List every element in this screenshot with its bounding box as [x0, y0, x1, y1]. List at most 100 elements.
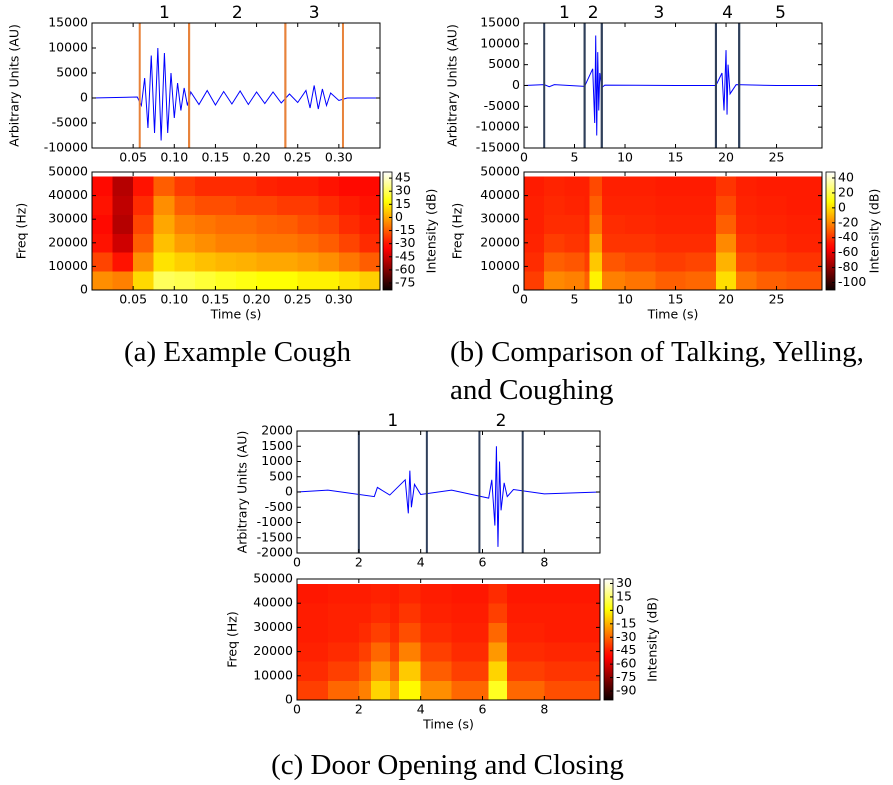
colorbar-tick-label: 15: [395, 196, 411, 211]
heatmap-cell: [544, 641, 600, 662]
heatmap-cell: [358, 583, 372, 604]
y-tick-label: 50000: [480, 164, 520, 179]
y-tick-label: -500: [265, 499, 293, 514]
heatmap-cell: [715, 233, 737, 253]
heatmap-cell: [92, 214, 113, 234]
x-tick-label: 10: [617, 150, 633, 165]
plot-area: [524, 23, 822, 148]
heatmap-cell: [359, 176, 380, 196]
waveform: [297, 446, 600, 547]
heatmap-cell: [297, 176, 319, 196]
heatmap-cell: [327, 641, 360, 662]
plot-area: [92, 176, 380, 290]
colorbar-label: Intensity (dB): [867, 189, 882, 274]
colorbar-label: Intensity (dB): [424, 189, 439, 274]
heatmap-cell: [544, 233, 565, 253]
heatmap-cell: [92, 195, 113, 215]
colorbar-tick-label: -40: [838, 229, 858, 244]
heatmap-cell: [358, 622, 372, 643]
y-tick-label: 40000: [253, 595, 293, 610]
heatmap-cell: [297, 195, 319, 215]
x-tick-label: 10: [617, 292, 633, 307]
caption: (b) Comparison of Talking, Yelling, and …: [450, 336, 864, 406]
heatmap-cell: [359, 195, 380, 215]
heatmap-cell: [625, 176, 656, 196]
heatmap-cell: [524, 233, 545, 253]
y-tick-label: 50000: [253, 571, 293, 586]
heatmap-cell: [327, 622, 360, 643]
waveform: [92, 47, 380, 141]
heatmap-cell: [524, 271, 545, 290]
y-tick-label: 10000: [48, 40, 88, 55]
x-axis-label: Time (s): [422, 717, 474, 732]
heatmap-cell: [507, 583, 545, 604]
heatmap-cell: [112, 252, 134, 272]
heatmap-cell: [756, 252, 788, 272]
heatmap-cell: [153, 176, 175, 196]
y-tick-label: -5000: [484, 98, 520, 113]
heatmap-cell: [625, 252, 656, 272]
heatmap-cell: [194, 233, 216, 253]
y-tick-label: 5000: [488, 56, 520, 71]
colorbar-tick-label: -30: [616, 629, 636, 644]
segment-label: 1: [387, 411, 398, 431]
colorbar-tick-label: -100: [838, 274, 866, 289]
y-axis-label: Freq (Hz): [450, 203, 465, 259]
heatmap-cell: [420, 661, 452, 682]
heatmap-cell: [277, 214, 299, 234]
heatmap-cell: [256, 271, 278, 290]
y-tick-label: 500: [269, 468, 293, 483]
heatmap-cell: [338, 195, 360, 215]
heatmap-cell: [544, 622, 600, 643]
colorbar-tick-label: -90: [616, 683, 636, 698]
caption: (c) Door Opening and Closing: [271, 749, 624, 781]
colorbar-tick-label: -60: [838, 244, 858, 259]
y-tick-label: -1500: [257, 529, 293, 544]
heatmap-cell: [399, 622, 422, 643]
y-axis-label: Arbitrary Units (AU): [445, 24, 460, 147]
x-tick-label: 15: [668, 150, 684, 165]
heatmap-cell: [327, 680, 360, 700]
heatmap-cell: [256, 176, 278, 196]
y-tick-label: 0: [80, 90, 88, 105]
y-tick-label: 20000: [480, 234, 520, 249]
colorbar-tick-label: 30: [395, 183, 411, 198]
heatmap-cell: [625, 195, 656, 215]
heatmap-cell: [399, 641, 422, 662]
waveform: [524, 35, 822, 136]
heatmap-cell: [756, 214, 788, 234]
heatmap-cell: [488, 680, 508, 700]
heatmap-cell: [584, 252, 591, 272]
segment-label: 1: [159, 3, 170, 23]
heatmap-cell: [584, 195, 591, 215]
heatmap-cell: [327, 583, 360, 604]
heatmap-cell: [297, 271, 319, 290]
heatmap-cell: [194, 195, 216, 215]
heatmap-cell: [451, 583, 490, 604]
heatmap-cell: [277, 233, 299, 253]
heatmap-cell: [655, 252, 687, 272]
heatmap-cell: [625, 233, 656, 253]
heatmap-cell: [327, 603, 360, 623]
heatmap-cell: [589, 195, 603, 215]
heatmap-cell: [451, 641, 490, 662]
y-tick-label: 0: [80, 282, 88, 297]
heatmap-cell: [584, 214, 591, 234]
heatmap-cell: [420, 622, 452, 643]
heatmap-cell: [92, 176, 113, 196]
heatmap-cell: [297, 680, 329, 700]
heatmap-cell: [756, 233, 788, 253]
heatmap-cell: [371, 583, 391, 604]
heatmap-cell: [359, 233, 380, 253]
heatmap-cell: [215, 176, 237, 196]
heatmap-cell: [756, 195, 788, 215]
y-tick-label: 1500: [261, 438, 293, 453]
heatmap-cell: [736, 176, 757, 196]
heatmap-cell: [715, 271, 737, 290]
heatmap-cell: [715, 252, 737, 272]
heatmap-cell: [338, 252, 360, 272]
heatmap-cell: [420, 603, 452, 623]
plot-area: [297, 431, 600, 553]
